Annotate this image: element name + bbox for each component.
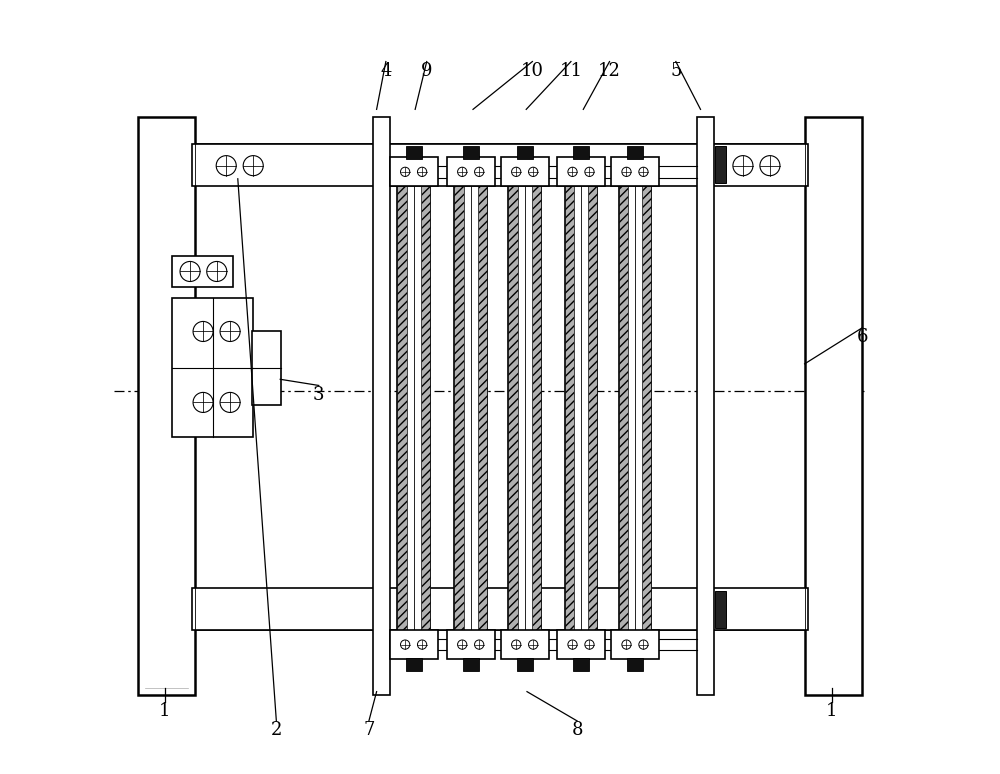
Bar bbox=[390, 630, 438, 659]
Bar bbox=[715, 591, 726, 628]
Bar bbox=[454, 187, 464, 630]
Bar bbox=[463, 658, 479, 671]
Bar bbox=[454, 187, 487, 630]
Bar bbox=[464, 187, 478, 630]
Bar bbox=[627, 658, 643, 671]
Bar bbox=[573, 146, 589, 159]
Bar bbox=[508, 187, 518, 630]
Bar bbox=[252, 331, 281, 405]
Text: 1: 1 bbox=[159, 702, 170, 720]
Bar bbox=[611, 157, 659, 187]
Text: 10: 10 bbox=[521, 62, 544, 80]
Bar bbox=[447, 630, 495, 659]
Bar bbox=[627, 146, 643, 159]
Bar bbox=[619, 187, 628, 630]
Bar bbox=[574, 187, 588, 630]
Bar bbox=[192, 587, 808, 630]
Bar bbox=[138, 117, 195, 696]
Bar bbox=[517, 658, 533, 671]
Text: 6: 6 bbox=[857, 328, 868, 346]
Bar bbox=[619, 187, 651, 630]
Bar bbox=[406, 658, 422, 671]
Bar bbox=[697, 117, 714, 696]
Bar bbox=[501, 157, 549, 187]
Bar bbox=[611, 630, 659, 659]
Text: 8: 8 bbox=[571, 721, 583, 739]
Bar bbox=[172, 256, 233, 286]
Text: 11: 11 bbox=[559, 62, 582, 80]
Bar bbox=[588, 187, 597, 630]
Bar bbox=[517, 146, 533, 159]
Bar bbox=[508, 187, 541, 630]
Bar bbox=[478, 187, 487, 630]
Bar bbox=[390, 157, 438, 187]
Bar bbox=[565, 187, 597, 630]
Bar bbox=[557, 157, 605, 187]
Bar bbox=[557, 630, 605, 659]
Text: 7: 7 bbox=[363, 721, 375, 739]
Bar bbox=[642, 187, 651, 630]
Text: 12: 12 bbox=[598, 62, 621, 80]
Bar bbox=[406, 146, 422, 159]
Bar bbox=[447, 157, 495, 187]
Bar bbox=[463, 146, 479, 159]
Text: 5: 5 bbox=[670, 62, 682, 80]
Bar bbox=[192, 144, 808, 187]
Bar bbox=[518, 187, 532, 630]
Bar bbox=[397, 187, 430, 630]
Text: 4: 4 bbox=[380, 62, 392, 80]
Text: 9: 9 bbox=[421, 62, 432, 80]
Bar bbox=[573, 658, 589, 671]
Bar bbox=[421, 187, 430, 630]
Bar bbox=[172, 298, 253, 437]
Bar bbox=[805, 117, 862, 696]
Bar bbox=[501, 630, 549, 659]
Bar bbox=[407, 187, 421, 630]
Bar bbox=[373, 117, 390, 696]
Text: 2: 2 bbox=[271, 721, 282, 739]
Bar bbox=[715, 146, 726, 183]
Text: 1: 1 bbox=[826, 702, 837, 720]
Bar bbox=[532, 187, 541, 630]
Text: 3: 3 bbox=[313, 385, 325, 404]
Bar bbox=[565, 187, 574, 630]
Bar bbox=[397, 187, 407, 630]
Bar bbox=[628, 187, 642, 630]
